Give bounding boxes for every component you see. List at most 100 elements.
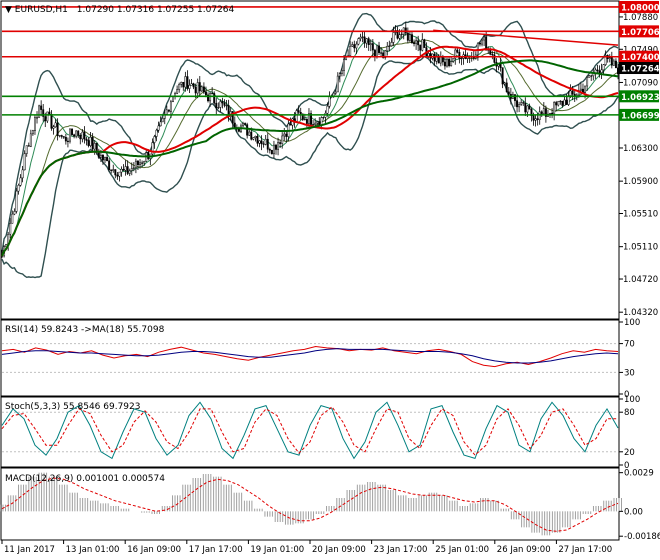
candle-body — [54, 122, 57, 128]
candle-body — [406, 32, 409, 41]
candle-body — [559, 100, 562, 102]
candle-body — [336, 75, 339, 93]
candle-body — [11, 213, 14, 224]
candle-body — [355, 43, 358, 49]
candle-body — [87, 140, 90, 146]
candle-body — [408, 34, 411, 41]
candle-body — [518, 104, 521, 108]
candle-body — [101, 154, 104, 161]
candle-body — [137, 160, 139, 166]
candle-body — [213, 93, 216, 104]
candle-body — [443, 61, 446, 67]
candle-body — [380, 52, 383, 54]
macd-title: MACD(12,26,9) 0.001001 0.000574 — [5, 474, 165, 484]
candle-body — [322, 116, 325, 119]
candle-body — [423, 39, 426, 48]
time-axis: 11 Jan 2017 13 Jan 01:00 16 Jan 09:00 17 Ja… — [1, 540, 612, 555]
candle-body — [277, 142, 280, 150]
level-price-label: 1.06923 — [621, 93, 660, 103]
macd-axis: 0.0029 0.00 -0.001865 — [619, 469, 660, 542]
candle-body — [44, 116, 47, 122]
candle-body — [112, 169, 115, 171]
indicator-tick-label: 80 — [624, 408, 635, 418]
candle-body — [530, 108, 533, 117]
candle-body — [542, 108, 545, 114]
candle-body — [520, 102, 523, 105]
bollinger-lower-line — [1, 55, 619, 279]
candle-body — [207, 94, 209, 102]
candle-body — [275, 144, 277, 150]
candle-body — [516, 100, 519, 108]
indicator-tick-label: 70 — [624, 340, 635, 350]
candle-body — [289, 123, 292, 126]
candle-body — [106, 157, 109, 162]
rsi-plot — [1, 343, 619, 373]
indicator-tick-label: 20 — [624, 448, 635, 458]
candle-body — [582, 88, 584, 93]
candle-body — [169, 101, 172, 112]
candle-body — [413, 42, 416, 44]
candle-body — [85, 138, 88, 141]
level-price-tag — [619, 50, 659, 63]
candle-body — [334, 91, 337, 94]
level-price-tag — [619, 108, 659, 121]
candle-body — [429, 53, 432, 59]
candle-body — [176, 89, 179, 94]
candle-body — [610, 57, 613, 66]
candle-body — [79, 134, 82, 140]
candle-body — [483, 36, 486, 41]
candle-body — [617, 67, 619, 75]
candle-body — [586, 77, 589, 87]
candle-body — [23, 153, 26, 171]
level-price-label: 1.08000 — [621, 3, 660, 13]
candle-body — [132, 167, 135, 169]
candle-body — [433, 53, 436, 62]
candle-body — [388, 45, 391, 47]
candle-body — [104, 157, 106, 161]
main-plot — [1, 12, 619, 279]
candle-body — [538, 111, 541, 120]
candle-body — [258, 140, 261, 144]
candle-body — [316, 121, 319, 124]
candle-body — [244, 123, 247, 125]
candle-body — [590, 75, 593, 77]
candle-body — [178, 84, 181, 90]
indicator-series-line — [1, 406, 618, 456]
indicator-tick-label: 30 — [624, 368, 635, 378]
candle-body — [19, 177, 22, 186]
candle-body — [596, 69, 599, 72]
candle-body — [13, 211, 16, 215]
candle-body — [58, 135, 61, 137]
candle-body — [507, 91, 510, 95]
candle-body — [340, 70, 343, 74]
candle-body — [48, 111, 51, 115]
candle-body — [75, 130, 78, 137]
candle-body — [60, 135, 63, 137]
candle-body — [237, 128, 240, 132]
candle-body — [116, 174, 119, 177]
candle-body — [305, 118, 308, 124]
candle-body — [151, 142, 154, 155]
candle-body — [118, 171, 121, 177]
candle-body — [326, 105, 329, 114]
candle-body — [384, 50, 387, 58]
candle-body — [46, 111, 49, 122]
current-price-label: 1.07264 — [621, 65, 660, 75]
level-price-label: 1.06699 — [621, 111, 660, 121]
candle-body — [202, 86, 205, 93]
candle-body — [40, 105, 43, 110]
candle-body — [174, 93, 177, 97]
time-tick-label: 13 Jan 01:00 — [66, 545, 120, 555]
candle-body — [450, 61, 453, 66]
trend-line[interactable] — [433, 29, 619, 46]
candle-body — [143, 161, 146, 164]
candle-body — [373, 49, 376, 57]
candle-body — [503, 82, 506, 85]
candle-body — [215, 102, 218, 109]
candle-body — [382, 52, 385, 58]
candle-body — [225, 105, 228, 107]
candle-body — [491, 54, 494, 56]
time-tick-label: 20 Jan 09:00 — [312, 545, 366, 555]
candle-body — [99, 154, 102, 158]
candle-body — [375, 45, 378, 57]
